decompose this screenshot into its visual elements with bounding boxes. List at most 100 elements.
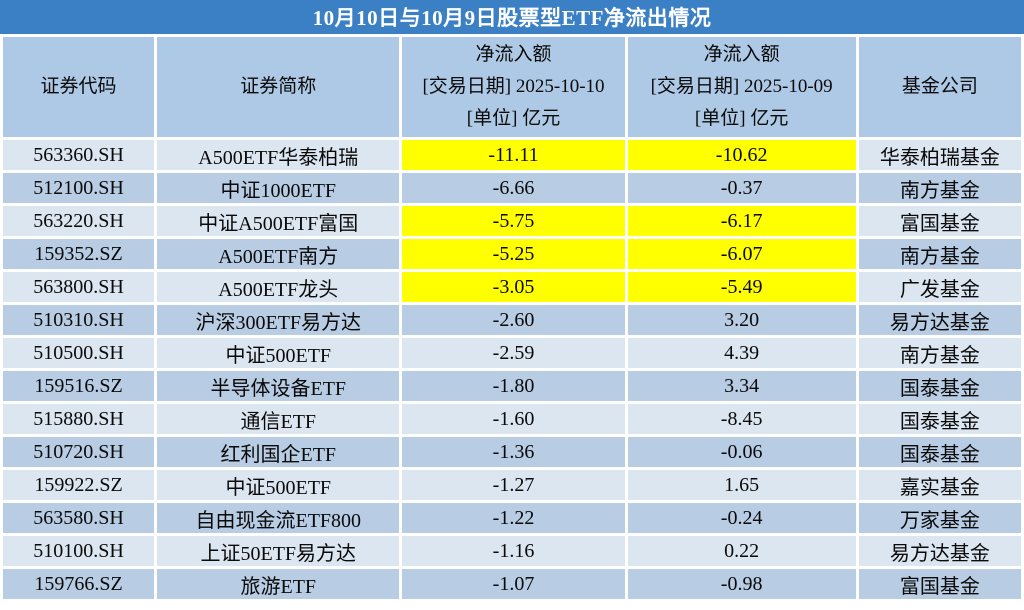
- security-name-cell: 自由现金流ETF800: [157, 503, 400, 533]
- security-code-cell: 510310.SH: [3, 305, 155, 335]
- netflow-2025-10-09-cell: 1.65: [627, 470, 856, 500]
- etf-data-table: 证券代码 证券简称 净流入额 [交易日期] 2025-10-10 [单位] 亿元…: [0, 34, 1024, 602]
- security-code-cell: 512100.SH: [3, 173, 155, 203]
- netflow-2025-10-10-cell: -11.11: [402, 140, 625, 170]
- header-line: [单位] 亿元: [466, 108, 561, 129]
- security-code-cell: 563220.SH: [3, 206, 155, 236]
- security-code-cell: 563580.SH: [3, 503, 155, 533]
- header-netflow-2025-10-09: 净流入额 [交易日期] 2025-10-09 [单位] 亿元: [627, 37, 856, 137]
- header-security-name: 证券简称: [157, 37, 400, 137]
- header-security-code: 证券代码: [3, 37, 155, 137]
- security-name-cell: A500ETF华泰柏瑞: [157, 140, 400, 170]
- fund-company-cell: 国泰基金: [858, 371, 1021, 401]
- netflow-2025-10-09-cell: -5.49: [627, 272, 856, 302]
- security-name-cell: 上证50ETF易方达: [157, 536, 400, 566]
- table-row: 159922.SZ 中证500ETF -1.27 1.65 嘉实基金: [3, 470, 1021, 500]
- security-code-cell: 563800.SH: [3, 272, 155, 302]
- security-code-cell: 510100.SH: [3, 536, 155, 566]
- table-body: 563360.SH A500ETF华泰柏瑞 -11.11 -10.62 华泰柏瑞…: [3, 140, 1021, 599]
- security-name-cell: 中证500ETF: [157, 338, 400, 368]
- security-name-cell: 中证500ETF: [157, 470, 400, 500]
- table-row: 563360.SH A500ETF华泰柏瑞 -11.11 -10.62 华泰柏瑞…: [3, 140, 1021, 170]
- header-line: 基金公司: [901, 76, 978, 97]
- fund-company-cell: 南方基金: [858, 338, 1021, 368]
- fund-company-cell: 南方基金: [858, 173, 1021, 203]
- header-row: 证券代码 证券简称 净流入额 [交易日期] 2025-10-10 [单位] 亿元…: [3, 37, 1021, 137]
- header-line: [单位] 亿元: [694, 108, 789, 129]
- netflow-2025-10-10-cell: -3.05: [402, 272, 625, 302]
- security-code-cell: 159922.SZ: [3, 470, 155, 500]
- header-line: 证券简称: [240, 76, 317, 97]
- header-fund-company: 基金公司: [858, 37, 1021, 137]
- netflow-2025-10-09-cell: 4.39: [627, 338, 856, 368]
- security-name-cell: 旅游ETF: [157, 569, 400, 599]
- netflow-2025-10-09-cell: -8.45: [627, 404, 856, 434]
- table-row: 563800.SH A500ETF龙头 -3.05 -5.49 广发基金: [3, 272, 1021, 302]
- header-line: [交易日期] 2025-10-10: [422, 76, 605, 97]
- netflow-2025-10-10-cell: -1.80: [402, 371, 625, 401]
- security-code-cell: 510500.SH: [3, 338, 155, 368]
- netflow-2025-10-09-cell: -0.24: [627, 503, 856, 533]
- netflow-2025-10-10-cell: -1.07: [402, 569, 625, 599]
- header-netflow-2025-10-10: 净流入额 [交易日期] 2025-10-10 [单位] 亿元: [402, 37, 625, 137]
- netflow-2025-10-10-cell: -1.16: [402, 536, 625, 566]
- security-name-cell: 半导体设备ETF: [157, 371, 400, 401]
- fund-company-cell: 华泰柏瑞基金: [858, 140, 1021, 170]
- table-row: 159352.SZ A500ETF南方 -5.25 -6.07 南方基金: [3, 239, 1021, 269]
- netflow-2025-10-09-cell: -0.98: [627, 569, 856, 599]
- fund-company-cell: 易方达基金: [858, 305, 1021, 335]
- netflow-2025-10-09-cell: -6.07: [627, 239, 856, 269]
- netflow-2025-10-10-cell: -2.60: [402, 305, 625, 335]
- security-name-cell: 中证1000ETF: [157, 173, 400, 203]
- netflow-2025-10-10-cell: -1.22: [402, 503, 625, 533]
- netflow-2025-10-09-cell: 3.34: [627, 371, 856, 401]
- fund-company-cell: 国泰基金: [858, 437, 1021, 467]
- header-line: 净流入额: [475, 44, 552, 65]
- netflow-2025-10-10-cell: -2.59: [402, 338, 625, 368]
- fund-company-cell: 广发基金: [858, 272, 1021, 302]
- security-name-cell: A500ETF南方: [157, 239, 400, 269]
- netflow-2025-10-10-cell: -1.27: [402, 470, 625, 500]
- table-row: 563220.SH 中证A500ETF富国 -5.75 -6.17 富国基金: [3, 206, 1021, 236]
- fund-company-cell: 国泰基金: [858, 404, 1021, 434]
- table-title: 10月10日与10月9日股票型ETF净流出情况: [0, 0, 1024, 34]
- table-row: 512100.SH 中证1000ETF -6.66 -0.37 南方基金: [3, 173, 1021, 203]
- security-code-cell: 159516.SZ: [3, 371, 155, 401]
- netflow-2025-10-09-cell: -6.17: [627, 206, 856, 236]
- table-row: 510720.SH 红利国企ETF -1.36 -0.06 国泰基金: [3, 437, 1021, 467]
- table-row: 510100.SH 上证50ETF易方达 -1.16 0.22 易方达基金: [3, 536, 1021, 566]
- netflow-2025-10-09-cell: 0.22: [627, 536, 856, 566]
- netflow-2025-10-09-cell: 3.20: [627, 305, 856, 335]
- security-name-cell: A500ETF龙头: [157, 272, 400, 302]
- netflow-2025-10-10-cell: -5.25: [402, 239, 625, 269]
- table-row: 159766.SZ 旅游ETF -1.07 -0.98 富国基金: [3, 569, 1021, 599]
- table-row: 159516.SZ 半导体设备ETF -1.80 3.34 国泰基金: [3, 371, 1021, 401]
- security-code-cell: 159766.SZ: [3, 569, 155, 599]
- netflow-2025-10-10-cell: -1.36: [402, 437, 625, 467]
- table-row: 563580.SH 自由现金流ETF800 -1.22 -0.24 万家基金: [3, 503, 1021, 533]
- security-code-cell: 510720.SH: [3, 437, 155, 467]
- netflow-2025-10-09-cell: -10.62: [627, 140, 856, 170]
- netflow-2025-10-09-cell: -0.37: [627, 173, 856, 203]
- fund-company-cell: 嘉实基金: [858, 470, 1021, 500]
- security-name-cell: 红利国企ETF: [157, 437, 400, 467]
- netflow-2025-10-10-cell: -6.66: [402, 173, 625, 203]
- security-code-cell: 563360.SH: [3, 140, 155, 170]
- table-row: 515880.SH 通信ETF -1.60 -8.45 国泰基金: [3, 404, 1021, 434]
- header-line: [交易日期] 2025-10-09: [650, 76, 833, 97]
- netflow-2025-10-09-cell: -0.06: [627, 437, 856, 467]
- fund-company-cell: 南方基金: [858, 239, 1021, 269]
- security-code-cell: 515880.SH: [3, 404, 155, 434]
- fund-company-cell: 富国基金: [858, 569, 1021, 599]
- security-name-cell: 沪深300ETF易方达: [157, 305, 400, 335]
- fund-company-cell: 易方达基金: [858, 536, 1021, 566]
- table-row: 510310.SH 沪深300ETF易方达 -2.60 3.20 易方达基金: [3, 305, 1021, 335]
- netflow-2025-10-10-cell: -5.75: [402, 206, 625, 236]
- security-name-cell: 通信ETF: [157, 404, 400, 434]
- fund-company-cell: 富国基金: [858, 206, 1021, 236]
- header-line: 证券代码: [40, 76, 117, 97]
- security-code-cell: 159352.SZ: [3, 239, 155, 269]
- table-row: 510500.SH 中证500ETF -2.59 4.39 南方基金: [3, 338, 1021, 368]
- netflow-2025-10-10-cell: -1.60: [402, 404, 625, 434]
